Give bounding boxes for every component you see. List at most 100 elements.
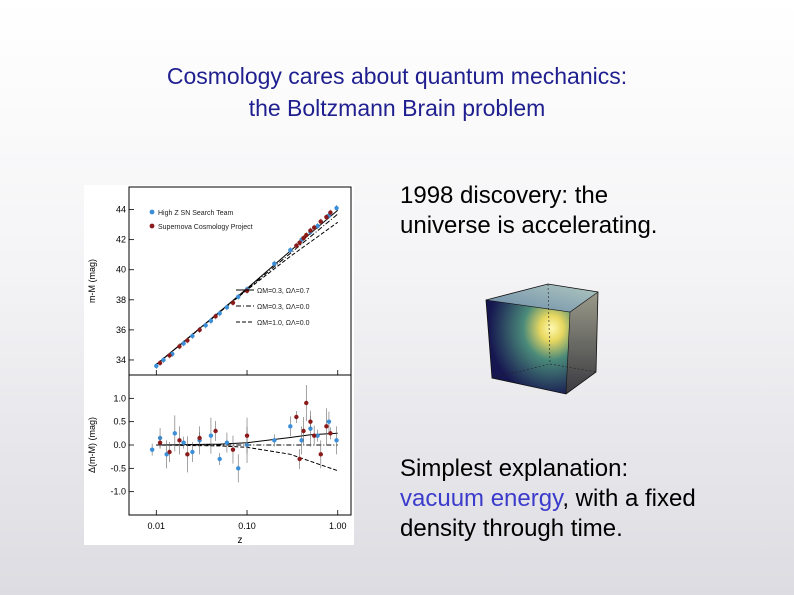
bottom-point-0-9 xyxy=(224,440,230,445)
bottom-point-1-8 xyxy=(294,414,299,420)
top-point-1-13 xyxy=(311,225,317,230)
top-point-1-16 xyxy=(328,210,333,215)
top-point-1-11 xyxy=(304,232,309,238)
bottom-point-1-14 xyxy=(318,452,323,457)
top-point-0-16 xyxy=(315,223,320,229)
top-point-0-9 xyxy=(224,305,230,310)
top-point-1-8 xyxy=(294,243,299,248)
axis-ticks: 34 36 38 40 42 44 1.0 0.5 0.0 -0.5 -1.0 0.01 0.10 1.0… xyxy=(110,205,346,531)
data-points xyxy=(149,205,339,483)
model-legend-label-2: ΩM=1.0, ΩΛ=0.0 xyxy=(257,320,310,327)
top-point-0-3 xyxy=(181,341,186,346)
legend-marker-1 xyxy=(149,223,155,229)
bullet2-line-2: vacuum energy, with a fixed xyxy=(400,484,770,514)
model-legend-label-1: ΩM=0.3, ΩΛ=0.0 xyxy=(257,304,310,311)
bottom-point-1-6 xyxy=(230,447,236,452)
bottom-point-0-7 xyxy=(208,433,214,438)
bottom-point-1-1 xyxy=(167,449,172,455)
top-point-1-7 xyxy=(244,288,250,293)
top-point-0-13 xyxy=(288,247,293,253)
top-y-tick-label-4: 42 xyxy=(116,235,126,245)
bottom-point-0-14 xyxy=(299,438,304,443)
top-point-0-8 xyxy=(217,311,222,316)
bottom-point-0-18 xyxy=(334,438,339,443)
top-y-tick-label-5: 44 xyxy=(116,205,126,215)
top-point-0-1 xyxy=(161,357,166,363)
bullet-acceleration: 1998 discovery: the universe is accelera… xyxy=(400,181,760,241)
bullet2-line-3: density through time. xyxy=(400,515,623,542)
top-point-0-12 xyxy=(272,261,277,266)
top-point-1-0 xyxy=(157,360,163,366)
bottom-point-0-3 xyxy=(172,431,178,436)
bottom-point-0-0 xyxy=(149,447,155,452)
bullet-vacuum-energy: Simplest explanation: vacuum energy, wit… xyxy=(400,454,770,544)
bottom-point-1-16 xyxy=(328,431,333,436)
vacuum-energy-cube-illustration xyxy=(485,283,599,395)
bottom-point-1-0 xyxy=(157,440,163,445)
bottom-point-1-15 xyxy=(324,424,329,429)
top-point-1-14 xyxy=(318,219,323,224)
hubble-diagram-chart: 34 36 38 40 42 44 1.0 0.5 0.0 -0.5 -1.0 0.01 0.10 1.0… xyxy=(84,185,354,545)
x-tick-label-2: 1.00 xyxy=(329,521,347,531)
top-point-0-7 xyxy=(208,318,214,324)
bottom-point-1-13 xyxy=(311,433,317,438)
vacuum-energy-highlight: vacuum energy xyxy=(400,485,563,512)
top-point-1-10 xyxy=(301,235,306,241)
title-line-1: Cosmology cares about quantum mechanics: xyxy=(166,63,628,89)
legend-label-1: Supernova Cosmology Project xyxy=(158,224,253,231)
x-tick-label-0: 0.01 xyxy=(148,521,166,531)
top-point-1-1 xyxy=(167,353,172,358)
bottom-point-1-7 xyxy=(244,433,250,438)
bottom-y-tick-label-0: 1.0 xyxy=(113,393,126,403)
cube-hidden-edge-bottom xyxy=(491,363,551,379)
bottom-point-0-12 xyxy=(272,438,277,443)
top-point-1-5 xyxy=(213,314,218,319)
bullet1-line-2: universe is accelerating. xyxy=(400,212,658,239)
top-point-1-9 xyxy=(297,240,302,245)
model-legend-label-0: ΩM=0.3, ΩΛ=0.7 xyxy=(257,288,310,295)
top-point-1-2 xyxy=(177,344,182,349)
chart-legend: High Z SN Search Team Supernova Cosmology… xyxy=(149,209,310,327)
cube-hidden-edges xyxy=(547,283,597,373)
bottom-point-1-5 xyxy=(213,428,218,434)
cube-outline xyxy=(485,283,599,395)
bottom-point-0-15 xyxy=(308,426,313,431)
bottom-y-tick-label-3: -0.5 xyxy=(110,463,126,473)
top-y-tick-label-3: 40 xyxy=(116,265,126,275)
bottom-point-0-17 xyxy=(326,419,332,424)
bottom-point-1-2 xyxy=(177,438,182,443)
bottom-point-1-9 xyxy=(297,456,302,462)
bullet2-line-1: Simplest explanation: xyxy=(400,455,629,482)
bottom-y-tick-label-1: 0.5 xyxy=(113,417,126,427)
x-tick-label-1: 0.10 xyxy=(238,521,256,531)
legend-marker-0 xyxy=(149,209,155,215)
y-axis-label-bottom: Δ(m-M) (mag) xyxy=(87,417,97,473)
bottom-point-0-8 xyxy=(217,456,222,462)
bullet2-rest: , with a fixed xyxy=(562,485,696,512)
top-point-0-0 xyxy=(154,363,159,369)
title-line-2: the Boltzmann Brain problem xyxy=(248,95,546,121)
y-axis-label-top: m-M (mag) xyxy=(87,259,97,303)
bottom-point-0-4 xyxy=(181,440,186,445)
slide-title: Cosmology cares about quantum mechanics:… xyxy=(0,60,794,124)
top-point-0-6 xyxy=(203,323,208,328)
bottom-y-tick-label-2: 0.0 xyxy=(113,440,126,450)
top-y-tick-label-0: 34 xyxy=(116,355,126,365)
top-point-1-4 xyxy=(197,327,202,333)
bottom-point-1-10 xyxy=(301,428,306,434)
legend-label-0: High Z SN Search Team xyxy=(158,210,234,217)
x-axis-label: z xyxy=(238,535,243,545)
top-point-1-12 xyxy=(308,228,313,233)
bottom-point-1-3 xyxy=(185,452,190,457)
cube-top-face xyxy=(486,284,598,312)
cube-side-face xyxy=(566,292,598,394)
top-y-tick-label-1: 36 xyxy=(116,325,126,335)
bottom-point-1-12 xyxy=(308,419,313,424)
bottom-point-0-5 xyxy=(190,449,195,455)
top-point-0-10 xyxy=(236,294,241,299)
bottom-point-0-13 xyxy=(288,424,293,429)
bottom-point-0-10 xyxy=(236,466,241,471)
top-y-tick-label-2: 38 xyxy=(116,295,126,305)
bottom-y-tick-label-4: -1.0 xyxy=(110,487,126,497)
bottom-point-1-11 xyxy=(304,400,309,406)
